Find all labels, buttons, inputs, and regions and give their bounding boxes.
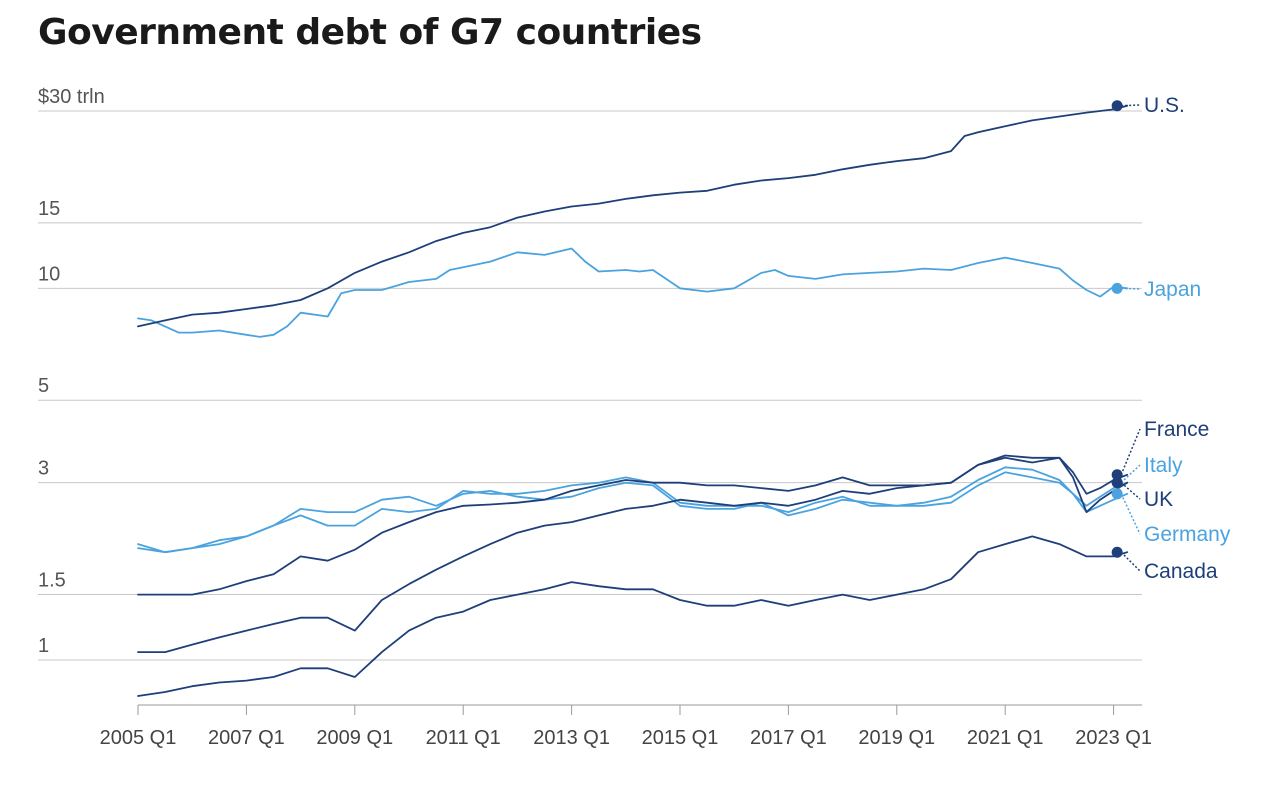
- series-line-us: [137, 104, 1129, 328]
- y-tick-label: 3: [38, 458, 49, 480]
- leader-line-us: [1121, 104, 1141, 107]
- end-dot-canada: [1111, 546, 1123, 558]
- x-tick-label: 2015 Q1: [642, 727, 719, 749]
- end-dot-germany: [1111, 488, 1123, 500]
- y-axis-ticks: $30 trln 15 10 5 3 1.5 1: [38, 86, 105, 657]
- series-line-canada: [137, 535, 1129, 697]
- leader-line-japan: [1121, 287, 1141, 290]
- x-tick-label: 2005 Q1: [100, 727, 177, 749]
- x-tick-label: 2021 Q1: [967, 727, 1044, 749]
- end-label-japan: Japan: [1144, 278, 1201, 301]
- end-label-canada: Canada: [1144, 560, 1218, 583]
- chart-title: Government debt of G7 countries: [38, 12, 702, 53]
- x-tick-label: 2013 Q1: [533, 727, 610, 749]
- y-tick-label: 10: [38, 263, 60, 285]
- series-line-italy: [137, 466, 1129, 554]
- x-axis: 2005 Q1 2007 Q1 2009 Q1 2011 Q1 2013 Q1 2015 …: [100, 704, 1152, 749]
- end-label-uk: UK: [1144, 488, 1173, 511]
- x-tick-label: 2011 Q1: [426, 727, 501, 749]
- y-tick-label: 1: [38, 635, 49, 657]
- end-label-france: France: [1144, 418, 1209, 441]
- gridlines: [38, 110, 1142, 661]
- leader-line-germany: [1120, 493, 1141, 535]
- end-dot-japan: [1111, 282, 1123, 294]
- series-lines: [137, 104, 1129, 697]
- y-tick-label: 15: [38, 198, 60, 220]
- series-line-japan: [137, 247, 1129, 338]
- series-line-germany: [137, 471, 1129, 554]
- end-labels: Japan Italy Germany U.S. France UK Canada: [1111, 94, 1231, 583]
- x-tick-label: 2009 Q1: [316, 727, 393, 749]
- x-tick-label: 2017 Q1: [750, 727, 827, 749]
- leader-line-uk: [1120, 482, 1141, 500]
- series-line-france: [137, 456, 1129, 596]
- leader-line-canada: [1120, 551, 1141, 572]
- end-label-germany: Germany: [1144, 523, 1231, 546]
- leader-line-france: [1120, 428, 1141, 476]
- end-dot-uk: [1111, 477, 1123, 489]
- series-line-uk: [137, 454, 1129, 653]
- x-tick-label: 2019 Q1: [858, 727, 935, 749]
- end-dot-us: [1111, 100, 1123, 112]
- leader-line-italy: [1120, 464, 1141, 484]
- end-dot-france: [1111, 469, 1123, 481]
- y-tick-label: 5: [38, 375, 49, 397]
- end-label-italy: Italy: [1144, 454, 1183, 477]
- x-tick-label: 2023 Q1: [1075, 727, 1152, 749]
- y-tick-label: 1.5: [38, 570, 66, 592]
- x-tick-label: 2007 Q1: [208, 727, 285, 749]
- end-label-us: U.S.: [1144, 94, 1185, 117]
- y-tick-label: $30 trln: [38, 86, 105, 108]
